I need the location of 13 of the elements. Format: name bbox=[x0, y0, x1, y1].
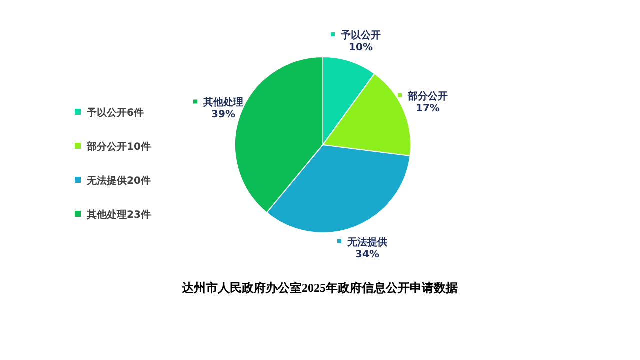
legend-label: 部分公开10件 bbox=[86, 141, 151, 153]
legend-label: 予以公开6件 bbox=[86, 107, 144, 119]
data-label: 39% bbox=[212, 110, 236, 121]
text: 予以公开 bbox=[340, 29, 381, 42]
text: 其他处理 bbox=[202, 96, 244, 109]
legend-label: 无法提供20件 bbox=[86, 175, 151, 187]
text: 达州市人民政府办公室2025年政府信息公开申请数据 bbox=[181, 281, 458, 295]
legend-label: 其他处理23件 bbox=[86, 209, 151, 221]
data-label: 34% bbox=[356, 249, 380, 260]
data-label: 17% bbox=[416, 103, 440, 114]
data-label: 10% bbox=[349, 42, 373, 54]
text: 部分公开 bbox=[406, 90, 448, 102]
text: 无法提供 bbox=[346, 236, 388, 248]
